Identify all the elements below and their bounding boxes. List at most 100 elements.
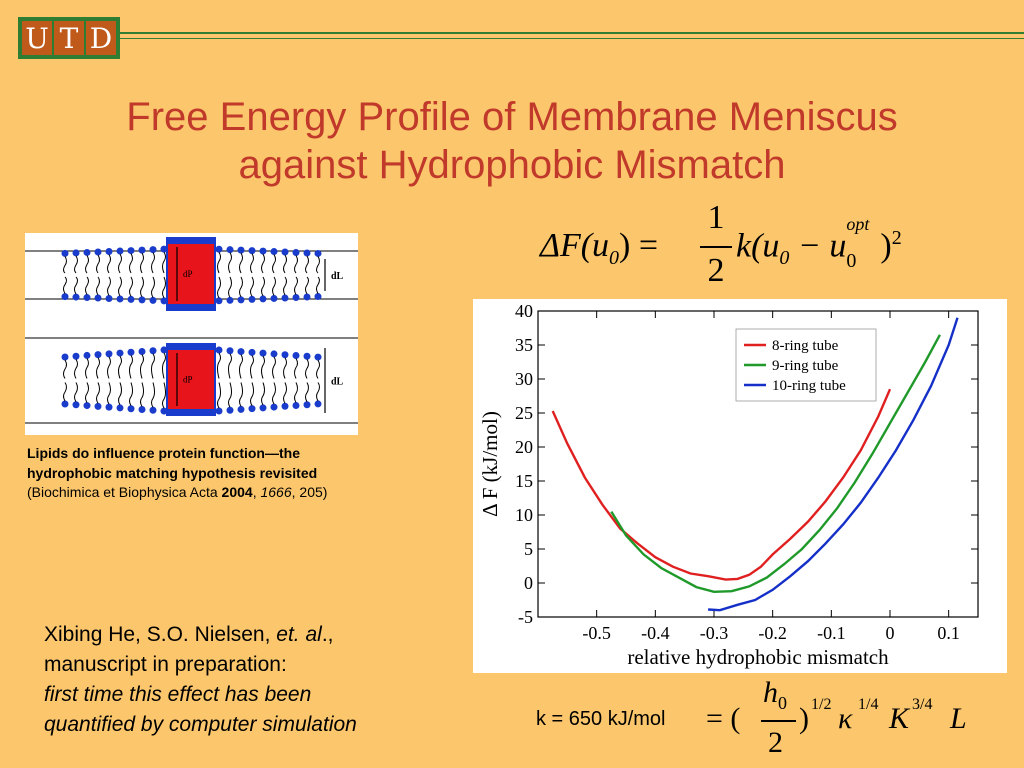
free-energy-chart-svg: -0.5 -0.4 -0.3 -0.2 -0.1 0 0.1 -5 0 5 10 15 20 25 30 35… <box>478 301 979 669</box>
logo-letter-u: U <box>22 21 52 55</box>
membrane-diagram-svg: dP dL dP dL <box>25 237 358 424</box>
lipid-tail <box>85 382 89 403</box>
lipid-head <box>215 407 223 415</box>
lipid-head <box>270 403 278 411</box>
lipid-head <box>160 297 168 305</box>
lipid-tail <box>63 256 67 274</box>
lipid-tail <box>217 251 221 274</box>
k-eq: = ( <box>706 702 741 735</box>
lipid-head <box>281 294 289 302</box>
lipid-head <box>138 348 146 355</box>
lipid-head <box>292 352 300 359</box>
lipid-head <box>105 248 113 256</box>
lipid-tail <box>228 252 232 274</box>
lipid-head <box>94 248 102 256</box>
lipid-tail <box>162 276 166 299</box>
lipid-head <box>259 349 267 357</box>
lipid-tail <box>85 276 89 295</box>
y-tick-label: 25 <box>515 403 533 423</box>
lipid-tail <box>250 355 254 379</box>
caption-volume: 1666 <box>260 484 292 500</box>
lipid-head <box>160 245 168 253</box>
utd-logo: U T D <box>18 17 120 59</box>
lipid-head <box>94 294 102 302</box>
series-line <box>551 388 892 581</box>
x-tick-label: -0.5 <box>582 623 611 643</box>
lipid-head <box>215 346 223 354</box>
slide-title-line-2: against Hydrophobic Mismatch <box>238 143 786 187</box>
lipid-head <box>116 404 124 412</box>
lipid-tail <box>129 355 133 379</box>
legend-label: 8-ring tube <box>772 338 839 354</box>
formula-sub-0: 0 <box>609 246 620 269</box>
lipid-tail <box>74 276 78 295</box>
lipid-head <box>127 295 135 303</box>
logo-letter-d: D <box>86 21 116 55</box>
lipid-head <box>83 294 91 302</box>
lipid-tail <box>162 352 166 379</box>
lipid-head <box>259 404 267 412</box>
author-status: manuscript in preparation: <box>44 653 287 676</box>
lipid-head <box>270 294 278 302</box>
lipid-head <box>314 249 322 257</box>
y-tick-label: 20 <box>515 437 533 457</box>
lipid-tail <box>118 355 122 379</box>
caption-journal: (Biochimica et Biophysica Acta <box>27 484 222 500</box>
lipid-tail <box>85 358 89 379</box>
lipid-tail <box>239 382 243 407</box>
lipid-tail <box>107 276 111 296</box>
lipid-head <box>226 406 234 414</box>
formula-rhs: k(u <box>736 227 780 265</box>
lipid-head <box>226 296 234 304</box>
lipid-head <box>303 352 311 360</box>
lipid-head <box>94 351 102 359</box>
author-significance: first time this effect has been quantifi… <box>44 683 357 736</box>
lipid-tail <box>316 276 320 294</box>
x-tick-label: -0.2 <box>758 623 787 643</box>
lipid-head <box>83 248 91 256</box>
author-tail: ., <box>321 623 334 646</box>
y-tick-label: 30 <box>515 369 533 389</box>
lipid-tail <box>217 276 221 299</box>
lipid-head <box>292 294 300 301</box>
lipid-tail <box>261 276 265 297</box>
lipid-tail <box>107 254 111 274</box>
lipid-tail <box>250 382 254 406</box>
lipid-tail <box>305 359 309 379</box>
dl-label: dL <box>331 271 344 282</box>
x-tick-label: -0.1 <box>817 623 846 643</box>
slide-title-line-1: Free Energy Profile of Membrane Meniscus <box>126 95 898 139</box>
y-tick-label: 10 <box>515 505 533 525</box>
lipid-tail <box>239 276 243 298</box>
lipid-head <box>83 402 91 410</box>
figure-caption: Lipids do influence protein function—the… <box>27 444 347 503</box>
dp-label: dP <box>183 269 193 279</box>
lipid-tail <box>294 358 298 379</box>
x-tick-label: -0.4 <box>641 623 670 643</box>
lipid-tail <box>107 382 111 405</box>
lipid-head <box>72 293 80 301</box>
k-bigK: K <box>889 702 910 735</box>
lipid-head <box>248 348 256 356</box>
lipid-head <box>61 400 69 408</box>
lipid-head <box>237 296 245 304</box>
x-axis-label: relative hydrophobic mismatch <box>627 645 889 669</box>
lipid-head <box>215 297 223 305</box>
k-close: ) <box>799 702 809 735</box>
lipid-tail <box>239 354 243 379</box>
lipid-tail <box>118 276 122 297</box>
lipid-head <box>292 402 300 409</box>
lipid-tail <box>272 356 276 379</box>
k-h-sub: 0 <box>778 693 787 713</box>
lipid-head <box>259 295 267 303</box>
lipid-head <box>270 350 278 358</box>
lipid-tail <box>96 357 100 379</box>
lipid-head <box>281 402 289 410</box>
author-names: Xibing He, S.O. Nielsen, <box>44 623 277 646</box>
lipid-tail <box>162 382 166 409</box>
lipid-head <box>127 348 135 356</box>
formula-rparen: ) <box>880 227 892 265</box>
k-exp3: 3/4 <box>912 696 933 713</box>
lipid-tail <box>239 252 243 274</box>
free-energy-formula: ΔF(u0) = 1 2 k(u0 − u opt 0)2 <box>540 199 940 300</box>
